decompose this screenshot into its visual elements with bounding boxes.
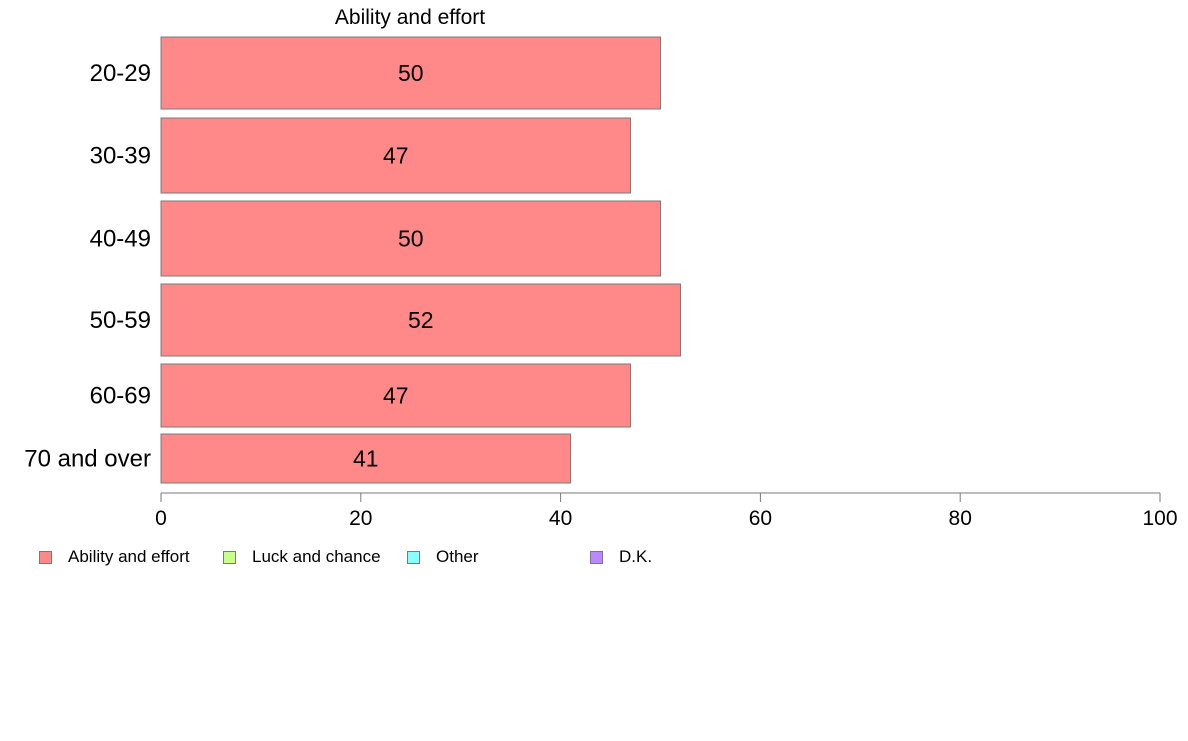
bar-value-label: 47 [383, 143, 409, 169]
legend-label-luck-chance: Luck and chance [252, 547, 381, 566]
bar-value-label: 47 [383, 383, 409, 409]
legend-swatch-other [407, 550, 420, 564]
category-label: 20-29 [90, 60, 151, 87]
category-label: 70 and over [24, 446, 151, 473]
bars-layer: 50 47 50 52 47 41 [160, 36, 681, 484]
legend-label-dk: D.K. [619, 547, 653, 566]
bar-30-39 [160, 117, 632, 194]
x-tick-label: 80 [949, 507, 972, 530]
legend-item-ability-effort: Ability and effort [39, 546, 190, 568]
legend-item-luck-chance: Luck and chance [223, 546, 381, 568]
x-tick-label: 100 [1142, 507, 1177, 530]
bar-60-69 [160, 363, 632, 428]
category-label: 50-59 [90, 307, 151, 334]
x-tick-label: 60 [749, 507, 772, 530]
bar-50-59 [160, 283, 681, 357]
bar-20-29 [160, 36, 661, 110]
x-tick-label: 20 [349, 507, 372, 530]
x-axis: 0 20 40 60 80 100 [155, 492, 1178, 530]
x-tick-label: 0 [155, 507, 167, 530]
category-label: 30-39 [90, 143, 151, 170]
bar-value-label: 52 [408, 307, 434, 333]
legend-swatch-ability-effort [39, 550, 52, 564]
legend-swatch-dk [590, 550, 603, 564]
legend-label-ability-effort: Ability and effort [68, 547, 190, 566]
y-axis: 20-29 30-39 40-49 50-59 60-69 70 and over [24, 60, 151, 473]
legend-item-other: Other [407, 546, 479, 568]
legend-label-other: Other [436, 547, 479, 566]
bar-40-49 [160, 200, 661, 277]
category-label: 60-69 [90, 383, 151, 410]
bar-value-label: 41 [353, 446, 379, 472]
category-label: 40-49 [90, 226, 151, 253]
legend-item-dk: D.K. [590, 546, 652, 568]
bar-70-and-over [160, 433, 572, 484]
legend-swatch-luck-chance [223, 550, 236, 564]
chart-title: Ability and effort [335, 6, 485, 29]
x-tick-label: 40 [549, 507, 572, 530]
bar-value-label: 50 [398, 226, 424, 252]
bar-value-label: 50 [398, 60, 424, 86]
